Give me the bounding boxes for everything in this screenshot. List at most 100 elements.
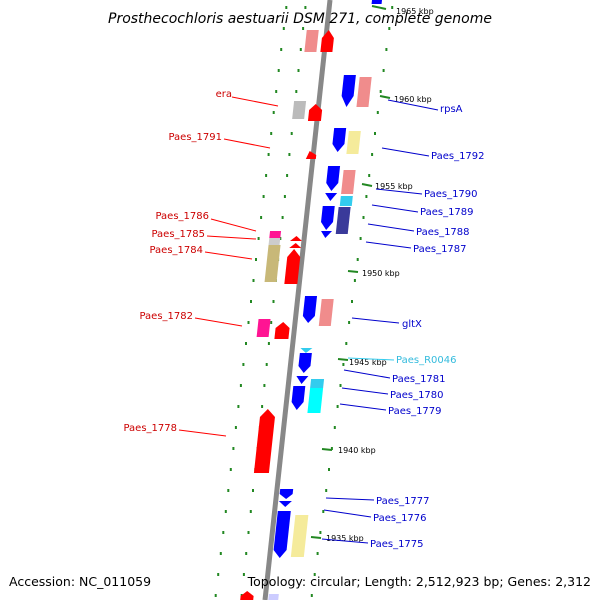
gene-label: Paes_1789 bbox=[420, 207, 474, 218]
gene-blue-1790-left bbox=[326, 166, 341, 191]
ring-dot bbox=[222, 531, 225, 534]
gene-top-pink-1 bbox=[304, 30, 319, 52]
gene-Paes_1778 bbox=[253, 409, 275, 473]
ring-dot bbox=[214, 594, 217, 597]
gene-Paes_1792 bbox=[346, 131, 361, 154]
genome-backbone bbox=[262, 0, 333, 600]
gene-era bbox=[307, 104, 323, 121]
ring-dot bbox=[245, 342, 247, 345]
gene-label: Paes_1780 bbox=[390, 390, 444, 401]
ring-dot bbox=[217, 573, 220, 576]
tick-label: 1950 kbp bbox=[362, 269, 400, 278]
gene-red-1784 bbox=[284, 249, 301, 284]
ring-dot bbox=[265, 174, 268, 177]
ring-dot bbox=[275, 90, 278, 93]
gene-label: rpsA bbox=[440, 104, 463, 115]
label-Paes_1785: Paes_1785 bbox=[151, 229, 257, 240]
gene-Paes_R0046 bbox=[300, 348, 313, 353]
gene-Paes_1775 bbox=[290, 515, 309, 557]
ring-dot bbox=[242, 363, 245, 366]
label-Paes_1776: Paes_1776 bbox=[323, 509, 427, 524]
ring-dot bbox=[342, 363, 345, 366]
ring-dot bbox=[247, 321, 250, 324]
gene-label: Paes_1777 bbox=[376, 496, 430, 507]
ring-dot bbox=[224, 510, 227, 513]
gene-top-blue-1 bbox=[371, 0, 382, 4]
ring-dot bbox=[250, 300, 252, 303]
ring-dot bbox=[285, 6, 288, 9]
label-rpsA: rpsA bbox=[387, 99, 463, 115]
gene-label: Paes_1782 bbox=[139, 311, 193, 322]
ring-dot bbox=[299, 48, 302, 51]
label-Paes_R0046: Paes_R0046 bbox=[347, 355, 456, 366]
label-Paes_1788: Paes_1788 bbox=[367, 223, 470, 238]
label-gltX: gltX bbox=[351, 317, 422, 330]
gene-label: Paes_1776 bbox=[373, 513, 427, 524]
gene-blue-1788-left bbox=[321, 206, 335, 230]
gene-label: Paes_1784 bbox=[149, 245, 203, 256]
ring-dot bbox=[290, 132, 293, 135]
gene-rpsA bbox=[356, 77, 372, 107]
gene-Paes_1786 bbox=[269, 231, 282, 238]
gene-label: Paes_1787 bbox=[413, 244, 467, 255]
tick-1940: 1940 kbp bbox=[321, 446, 376, 455]
ring-dot bbox=[336, 405, 339, 408]
ring-dot bbox=[316, 552, 319, 555]
gene-Paes_1791 bbox=[305, 151, 317, 159]
ring-dot bbox=[351, 300, 353, 303]
tick-label: 1965 kbp bbox=[396, 7, 434, 16]
label-Paes_1777: Paes_1777 bbox=[325, 496, 430, 507]
gene-Paes_1790 bbox=[341, 170, 356, 194]
ring-dot bbox=[283, 195, 286, 198]
tick-1960: 1960 kbp bbox=[379, 95, 432, 104]
ring-dot bbox=[391, 6, 394, 9]
ring-dot bbox=[295, 90, 298, 93]
gene-Paes_1781 bbox=[298, 353, 312, 373]
tick-label: 1935 kbp bbox=[326, 534, 364, 543]
gene-label: Paes_1779 bbox=[388, 406, 442, 417]
ring-dot bbox=[302, 27, 305, 30]
ring-dot bbox=[310, 594, 313, 597]
gene-top-red-1 bbox=[320, 30, 334, 52]
left-gene-labels: era Paes_1791 Paes_1786 Paes_1785 Paes_1… bbox=[123, 89, 279, 437]
tick-1955: 1955 kbp bbox=[361, 182, 413, 191]
gene-gltX bbox=[318, 299, 334, 326]
ring-dot bbox=[267, 153, 270, 156]
ring-dot bbox=[237, 405, 240, 408]
ring-dot bbox=[374, 132, 376, 135]
gene-Paes_1784 bbox=[264, 245, 281, 282]
gene-Paes_1779 bbox=[307, 388, 324, 413]
ring-dot bbox=[232, 447, 235, 450]
ring-dot bbox=[255, 258, 257, 261]
ring-dot bbox=[247, 531, 250, 534]
tick-1950: 1950 kbp bbox=[347, 269, 400, 278]
ring-dot bbox=[348, 321, 351, 324]
gene-label: Paes_1775 bbox=[370, 539, 424, 550]
tick-label: 1940 kbp bbox=[338, 446, 376, 455]
ring-dot bbox=[356, 258, 359, 261]
tick-label: 1955 kbp bbox=[375, 182, 413, 191]
ring-dot bbox=[385, 48, 388, 51]
ring-dot bbox=[265, 363, 268, 366]
ring-dot bbox=[376, 111, 379, 114]
gene-Paes_1787 bbox=[321, 231, 333, 238]
gene-label: Paes_1791 bbox=[168, 132, 222, 143]
label-Paes_1786: Paes_1786 bbox=[155, 211, 257, 232]
scale-ticks: 1965 kbp 1960 kbp 1955 kbp 1950 kbp 1945… bbox=[310, 5, 434, 543]
gene-label: era bbox=[216, 89, 232, 100]
gene-Paes_1776 bbox=[278, 501, 292, 507]
label-Paes_1782: Paes_1782 bbox=[139, 311, 243, 327]
tick-label: 1945 kbp bbox=[349, 358, 387, 367]
ring-dot bbox=[304, 6, 307, 9]
ring-dot bbox=[281, 216, 284, 219]
gene-Paes_1777 bbox=[279, 489, 294, 499]
gene-blue-gltX-left bbox=[302, 296, 318, 323]
label-Paes_1775: Paes_1775 bbox=[321, 538, 424, 550]
ring-dot bbox=[388, 27, 391, 30]
ring-dot bbox=[263, 384, 266, 387]
ring-dot bbox=[313, 573, 316, 576]
ring-dot bbox=[328, 468, 330, 471]
ring-dot bbox=[219, 552, 222, 555]
ring-dot bbox=[272, 300, 275, 303]
ring-dot bbox=[245, 552, 248, 555]
